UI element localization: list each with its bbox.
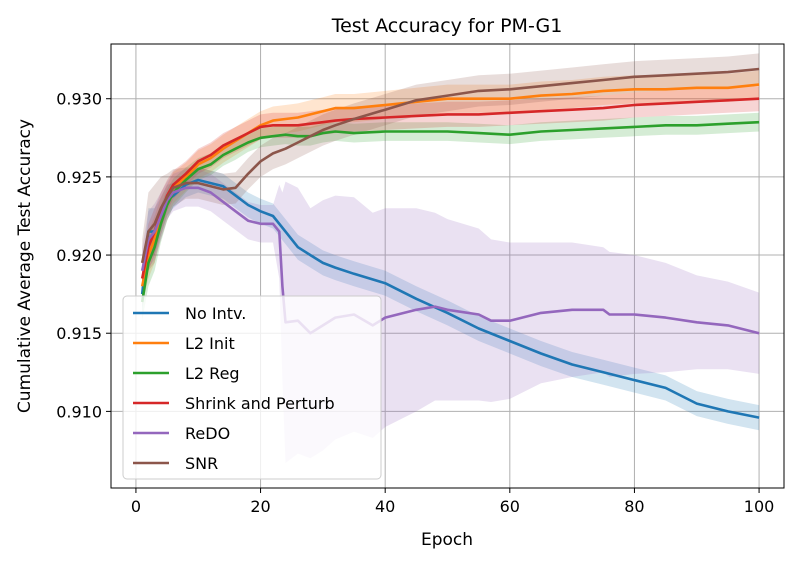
x-axis-label: Epoch xyxy=(421,530,473,550)
x-tick-label: 0 xyxy=(131,497,141,516)
y-tick-label: 0.920 xyxy=(56,246,102,265)
plot-frame xyxy=(110,43,785,489)
series-line-snr xyxy=(140,67,760,264)
legend-label-l2-init: L2 Init xyxy=(185,334,235,353)
legend-label-snr: SNR xyxy=(185,454,218,473)
y-tick-label: 0.930 xyxy=(56,90,102,109)
legend-label-redo: ReDO xyxy=(185,424,230,443)
chart-title: Test Accuracy for PM-G1 xyxy=(331,15,563,37)
x-tick-label: 100 xyxy=(744,497,775,516)
band-l2-init xyxy=(142,70,760,306)
y-tick-label: 0.915 xyxy=(56,324,102,343)
y-axis-ticks: 0.910 0.915 0.920 0.925 0.930 xyxy=(56,90,111,421)
band-shrink-and-perturb xyxy=(142,86,760,298)
series-lines xyxy=(140,67,760,419)
legend-label-shrink-and-perturb: Shrink and Perturb xyxy=(185,394,335,413)
x-tick-label: 60 xyxy=(500,497,520,516)
y-tick-label: 0.910 xyxy=(56,402,102,421)
series-line-l2-init xyxy=(140,83,760,287)
x-tick-label: 80 xyxy=(624,497,644,516)
y-axis-label: Cumulative Average Test Accuracy xyxy=(15,119,35,413)
legend-box xyxy=(122,295,382,480)
legend: No Intv. L2 Init L2 Reg Shrink and Perturb R… xyxy=(122,295,382,480)
legend-label-no-intv: No Intv. xyxy=(185,304,246,323)
x-tick-label: 20 xyxy=(250,497,270,516)
legend-label-l2-reg: L2 Reg xyxy=(185,364,240,383)
series-line-shrink-and-perturb xyxy=(140,97,760,279)
x-axis-ticks: 0 20 40 60 80 100 xyxy=(131,488,775,516)
x-tick-label: 40 xyxy=(375,497,395,516)
y-tick-label: 0.925 xyxy=(56,168,102,187)
band-l2-reg xyxy=(142,112,760,321)
band-no-intv xyxy=(142,167,760,431)
